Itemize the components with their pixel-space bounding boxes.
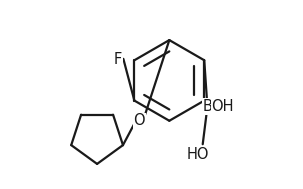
Text: F: F: [114, 52, 122, 67]
Text: O: O: [134, 113, 145, 128]
Text: HO: HO: [187, 147, 209, 162]
Text: OH: OH: [211, 99, 234, 114]
Text: B: B: [202, 99, 212, 114]
